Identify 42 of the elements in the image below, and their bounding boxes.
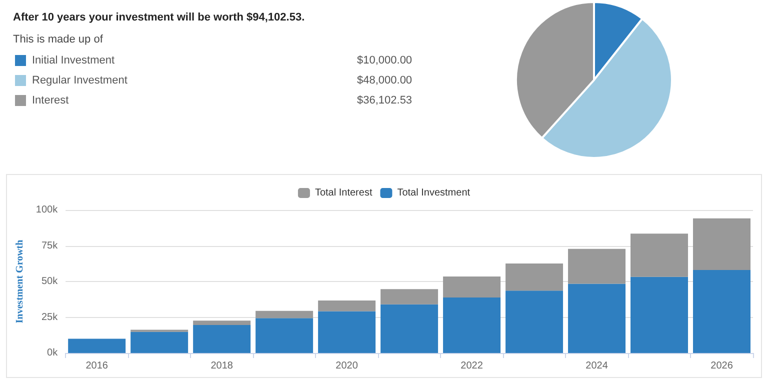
bar [193, 324, 251, 353]
bar [130, 332, 188, 353]
y-tick-label: 50k [41, 276, 59, 287]
bar [568, 248, 626, 284]
bar [506, 263, 564, 291]
bar [693, 270, 750, 353]
text: This is made up of [13, 34, 104, 46]
bar [443, 276, 501, 298]
x-tick-label: 2026 [710, 360, 734, 372]
legend-label: Interest [32, 94, 69, 106]
x-tick-label: 2022 [460, 360, 484, 372]
x-tick-label: 2016 [86, 360, 108, 372]
data-label: $10,000.00 [357, 54, 412, 66]
data-label: $36,102.53 [357, 94, 412, 106]
bar [693, 218, 750, 270]
x-tick-label: 2024 [586, 360, 608, 372]
bar [443, 298, 501, 353]
bar [256, 318, 314, 353]
bar [380, 289, 438, 304]
bar [506, 290, 564, 353]
bar [318, 311, 376, 353]
y-tick-label: 0k [47, 348, 59, 358]
data-label: $48,000.00 [357, 74, 412, 86]
legend-label: Total Investment [397, 188, 470, 198]
bar [256, 310, 314, 318]
x-tick-label: 2020 [336, 360, 358, 372]
bar [68, 338, 126, 353]
legend-label: Total Interest [314, 188, 372, 198]
legend-label: Initial Investment [32, 54, 115, 66]
bar [380, 304, 438, 353]
y-tick-label: 75k [41, 240, 59, 252]
x-tick-label: 2018 [210, 360, 234, 372]
y-tick-label: 100k [36, 204, 59, 216]
bar [630, 234, 688, 277]
y-tick-label: 25k [41, 312, 59, 323]
bar [630, 276, 688, 353]
bar [568, 284, 626, 353]
legend-label: Regular Investment [32, 74, 128, 86]
bar [318, 300, 376, 312]
y-axis-title: Investment Growth [14, 239, 26, 324]
bar [193, 320, 251, 325]
text: After 10 years your investment will be worth $94,102.53. [13, 12, 305, 24]
